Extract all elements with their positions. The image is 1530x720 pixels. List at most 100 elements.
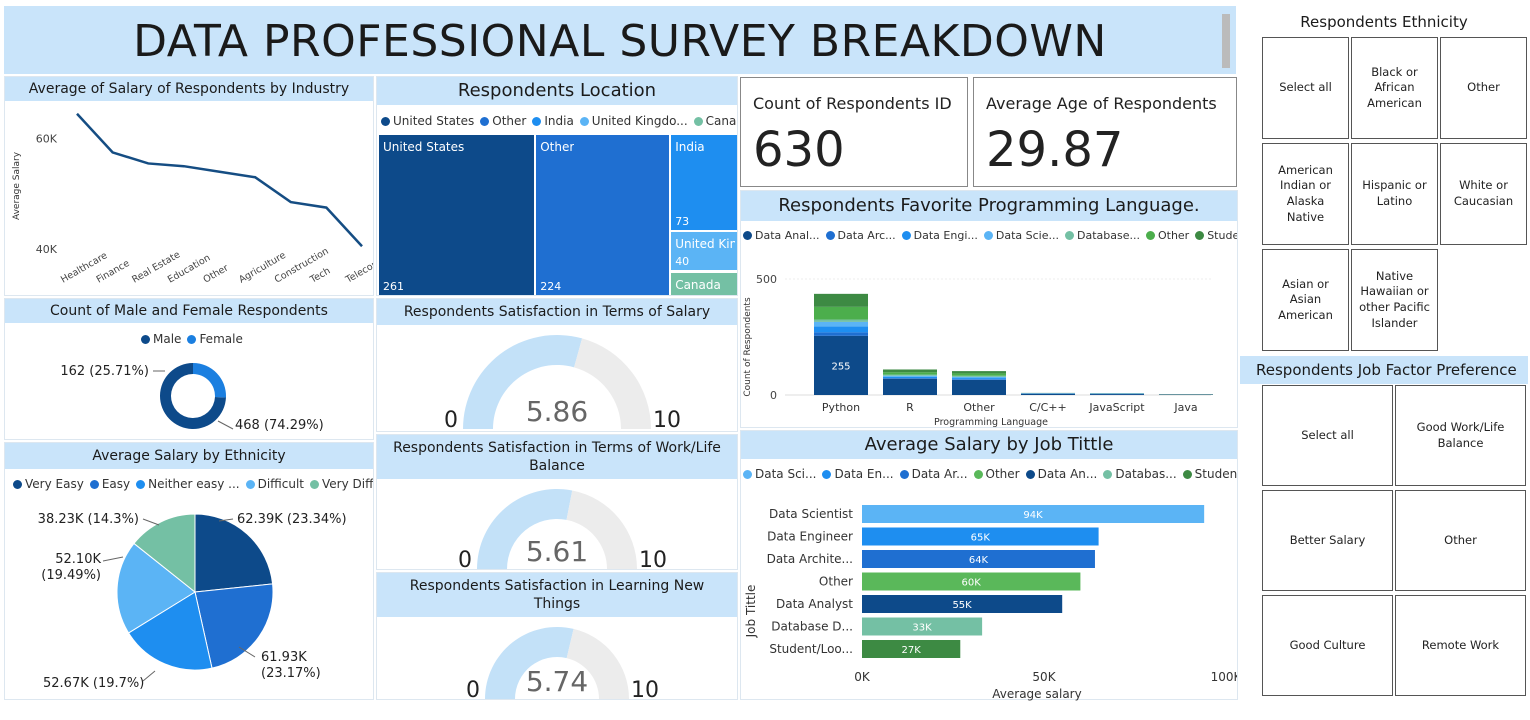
- prog-lang-panel: Respondents Favorite Programming Languag…: [740, 190, 1238, 428]
- leader-line: [238, 646, 256, 658]
- legend-item[interactable]: Data An...: [1025, 467, 1097, 481]
- legend-item[interactable]: Difficult: [245, 477, 304, 491]
- treemap-tile[interactable]: United States 261: [379, 135, 535, 295]
- pie-data-label: 38.23K (14.3%): [38, 512, 139, 527]
- x-axis-label: Programming Language: [934, 417, 1048, 427]
- bar: [862, 595, 1063, 613]
- bar-segment: [814, 321, 868, 327]
- legend-item[interactable]: Easy: [89, 477, 131, 491]
- gauge-min-label: 0: [466, 678, 480, 701]
- legend-item[interactable]: Neither easy ...: [136, 477, 240, 491]
- slicer-tile[interactable]: Remote Work: [1395, 595, 1526, 696]
- treemap-tile-value: 224: [540, 280, 562, 293]
- legend-item[interactable]: United Kingdo...: [579, 114, 688, 128]
- gauge-remaining-arc: [574, 338, 651, 429]
- legend-item[interactable]: Data Arc...: [825, 229, 896, 242]
- slicer-tile[interactable]: White or Caucasian: [1440, 143, 1527, 245]
- legend-item[interactable]: Other: [1145, 229, 1189, 242]
- scrollbar[interactable]: [1222, 14, 1230, 68]
- gauge-value-arc: [485, 627, 574, 699]
- y-tick-label: Data Archite...: [767, 552, 853, 566]
- legend-item[interactable]: Other: [973, 467, 1020, 481]
- bar-segment: [952, 373, 1006, 376]
- legend-item[interactable]: Male: [141, 332, 181, 346]
- gauge-remaining-arc: [566, 490, 637, 569]
- legend-item[interactable]: Very Easy: [13, 477, 84, 491]
- gender-donut-chart: 162 (25.71%) 468 (74.29%): [60, 363, 324, 433]
- bar-segment: [952, 375, 1006, 377]
- y-tick-label: 500: [756, 273, 777, 286]
- slicer-tile[interactable]: Select all: [1262, 37, 1349, 139]
- legend-item[interactable]: Data Scie...: [983, 229, 1059, 242]
- slicer-tile[interactable]: American Indian or Alaska Native: [1262, 143, 1349, 245]
- treemap-tile[interactable]: India 73: [671, 135, 737, 230]
- donut-slice-male: [160, 363, 226, 429]
- gauge-value-arc: [463, 335, 583, 429]
- gauge-max-label: 10: [653, 408, 681, 431]
- legend-label: Student...: [1194, 467, 1237, 481]
- slicer-tile[interactable]: Better Salary: [1262, 490, 1393, 591]
- legend-item[interactable]: Data Engi...: [901, 229, 978, 242]
- title-banner: DATA PROFESSIONAL SURVEY BREAKDOWN: [4, 6, 1236, 74]
- legend-item[interactable]: Female: [187, 332, 243, 346]
- sat-salary-gauge: 5.86 0 10: [444, 335, 681, 431]
- kpi-count-label: Count of Respondents ID: [753, 94, 952, 113]
- legend-marker: [141, 334, 150, 344]
- legend-item[interactable]: Databas...: [1103, 467, 1177, 481]
- sat-worklife-title: Respondents Satisfaction in Terms of Wor…: [377, 435, 737, 479]
- treemap-tile-label: Other: [540, 140, 575, 154]
- legend-item[interactable]: Data Sci...: [743, 467, 816, 481]
- legend-item[interactable]: Database...: [1064, 229, 1140, 242]
- bar-segment: [883, 375, 937, 377]
- legend-marker: [1182, 469, 1192, 479]
- kpi-count-card: Count of Respondents ID 630: [740, 77, 968, 187]
- legend-item[interactable]: Student...: [1182, 467, 1237, 481]
- x-tick-label: Java: [1173, 401, 1197, 414]
- location-legend: United States Other India United Kingdo... C…: [381, 114, 737, 128]
- bar-segment: [952, 376, 1006, 379]
- legend-item[interactable]: United States: [381, 114, 474, 128]
- treemap-tile[interactable]: Other 224: [536, 135, 670, 295]
- prog-lang-chart: Count of Respondents 500 0 Python R Other C/C+…: [743, 273, 1213, 427]
- gauge-value-label: 5.86: [526, 395, 588, 428]
- bar-segment: [952, 371, 1006, 374]
- legend-item[interactable]: India: [532, 114, 574, 128]
- bar-segment: [1021, 393, 1075, 395]
- legend-label: Data En...: [834, 467, 894, 481]
- legend-item[interactable]: Other: [480, 114, 526, 128]
- slicer-tile[interactable]: Hispanic or Latino: [1351, 143, 1438, 245]
- treemap-tile-label: United States: [383, 140, 465, 154]
- sat-learning-title: Respondents Satisfaction in Learning New…: [377, 573, 737, 617]
- treemap-tile[interactable]: Canada: [671, 272, 737, 295]
- legend-item[interactable]: Data Anal...: [743, 229, 820, 242]
- slicer-tile[interactable]: Native Hawaiian or other Pacific Islande…: [1351, 249, 1438, 351]
- legend-item[interactable]: Data En...: [822, 467, 894, 481]
- legend-marker: [1195, 231, 1205, 240]
- kpi-count-value: 630: [753, 122, 845, 178]
- legend-item[interactable]: Data Ar...: [899, 467, 968, 481]
- page-title: DATA PROFESSIONAL SURVEY BREAKDOWN: [133, 16, 1107, 67]
- legend-label: Easy: [101, 477, 131, 491]
- location-title: Respondents Location: [377, 77, 737, 105]
- x-tick-label: Python: [822, 401, 860, 414]
- y-tick-label: Database D...: [771, 620, 853, 634]
- slicer-tile[interactable]: Black or African American: [1351, 37, 1438, 139]
- slicer-tile[interactable]: Good Culture: [1262, 595, 1393, 696]
- slicer-tile[interactable]: Select all: [1262, 385, 1393, 486]
- slicer-tile[interactable]: Asian or Asian American: [1262, 249, 1349, 351]
- bar-data-label: 65K: [971, 533, 991, 544]
- pie-slice: [133, 513, 196, 594]
- treemap-tile[interactable]: United Kin... 40: [671, 231, 737, 271]
- x-tick-label: C/C++: [1029, 401, 1067, 414]
- slicer-tile[interactable]: Good Work/Life Balance: [1395, 385, 1526, 486]
- legend-item[interactable]: Canada: [693, 114, 737, 128]
- ethnicity-salary-legend: Very Easy Easy Neither easy ... Difficult Ve…: [13, 477, 373, 491]
- slicer-tile[interactable]: Other: [1395, 490, 1526, 591]
- y-tick-label: Data Engineer: [767, 530, 853, 544]
- gauge-value-label: 5.74: [526, 665, 588, 698]
- bar-data-label: 27K: [901, 645, 921, 656]
- legend-item[interactable]: Student/...: [1195, 229, 1237, 242]
- legend-item[interactable]: Very Diffic...: [310, 477, 373, 491]
- slicer-tile[interactable]: Other: [1440, 37, 1527, 139]
- bar-data-label: 33K: [912, 623, 932, 634]
